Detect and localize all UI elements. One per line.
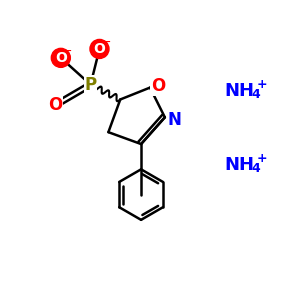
- Text: P: P: [85, 76, 97, 94]
- Text: +: +: [257, 78, 268, 91]
- Text: NH: NH: [224, 82, 254, 100]
- Text: O: O: [55, 51, 67, 65]
- Text: −: −: [62, 45, 73, 58]
- Text: N: N: [167, 111, 181, 129]
- Circle shape: [51, 48, 70, 68]
- Text: O: O: [94, 42, 105, 56]
- Text: +: +: [257, 152, 268, 165]
- Text: NH: NH: [224, 156, 254, 174]
- Text: O: O: [48, 96, 62, 114]
- Text: O: O: [151, 77, 165, 95]
- Text: 4: 4: [252, 88, 260, 100]
- Text: −: −: [101, 36, 111, 49]
- Text: 4: 4: [252, 162, 260, 175]
- Circle shape: [90, 39, 109, 58]
